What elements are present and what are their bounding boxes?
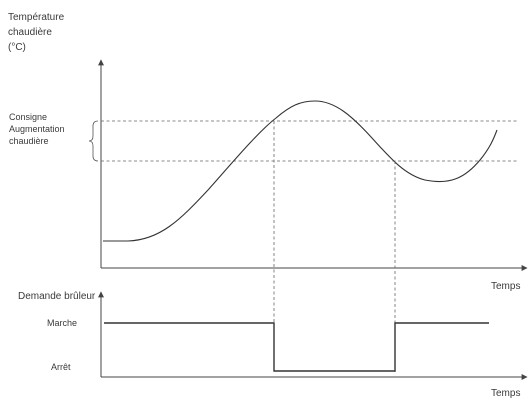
level-low-label: Arrêt: [51, 362, 71, 372]
burner-axis-label: Demande brûleur: [18, 291, 96, 302]
burner-chart: Demande brûleur Marche Arrêt Temps: [18, 291, 528, 399]
temperature-axis-label-line-2: chaudière: [8, 27, 52, 38]
setpoint-label-line-3: chaudière: [9, 136, 49, 146]
burner-demand-signal: [104, 322, 489, 372]
temperature-curve: [103, 100, 498, 242]
temperature-axis-label-line-3: (°C): [8, 42, 26, 53]
setpoint-label-line-1: Consigne: [9, 112, 47, 122]
level-high-label: Marche: [47, 318, 77, 328]
burner-time-label: Temps: [491, 388, 520, 398]
setpoint-label-line-2: Augmentation: [9, 124, 65, 134]
temperature-time-label: Temps: [491, 281, 520, 292]
setpoint-brace: [88, 120, 99, 162]
temperature-axis-label-line-1: Température: [8, 12, 65, 23]
temperature-chart: Température chaudière (°C) Consigne Augm…: [8, 12, 528, 292]
